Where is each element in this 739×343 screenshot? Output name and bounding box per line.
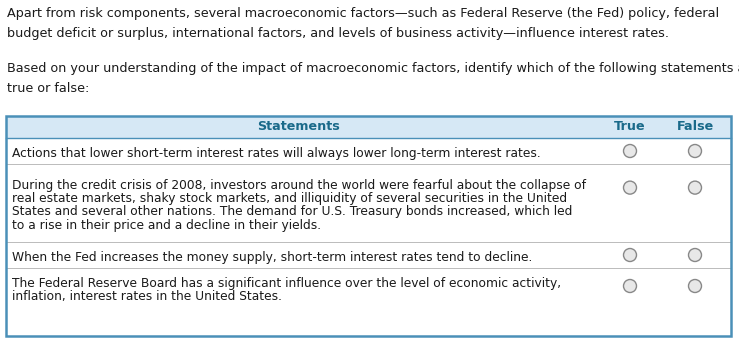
Bar [7,164,730,242]
Circle shape [689,144,701,157]
Circle shape [689,248,701,261]
Text: States and several other nations. The demand for U.S. Treasury bonds increased, : States and several other nations. The de… [12,205,573,218]
Circle shape [624,144,636,157]
Text: real estate markets, shaky stock markets, and illiquidity of several securities : real estate markets, shaky stock markets… [12,192,567,205]
Bar [7,242,730,268]
Text: When the Fed increases the money supply, short-term interest rates tend to decli: When the Fed increases the money supply,… [12,251,532,264]
Text: During the credit crisis of 2008, investors around the world were fearful about : During the credit crisis of 2008, invest… [12,179,586,191]
Circle shape [624,181,636,194]
Text: False: False [676,120,714,133]
Circle shape [689,280,701,293]
Text: The Federal Reserve Board has a significant influence over the level of economic: The Federal Reserve Board has a signific… [12,277,561,290]
Text: True: True [614,120,646,133]
Text: Based on your understanding of the impact of macroeconomic factors, identify whi: Based on your understanding of the impac… [7,62,739,95]
Text: Apart from risk components, several macroeconomic factors—such as Federal Reserv: Apart from risk components, several macr… [7,7,719,39]
Bar [6,116,731,336]
Circle shape [624,248,636,261]
Bar [6,116,731,138]
Bar [7,138,730,164]
Text: Actions that lower short-term interest rates will always lower long-term interes: Actions that lower short-term interest r… [12,146,541,159]
Text: to a rise in their price and a decline in their yields.: to a rise in their price and a decline i… [12,219,321,232]
Bar [7,268,730,308]
Circle shape [624,280,636,293]
Circle shape [689,181,701,194]
Text: Statements: Statements [256,120,339,133]
Text: inflation, interest rates in the United States.: inflation, interest rates in the United … [12,290,282,303]
